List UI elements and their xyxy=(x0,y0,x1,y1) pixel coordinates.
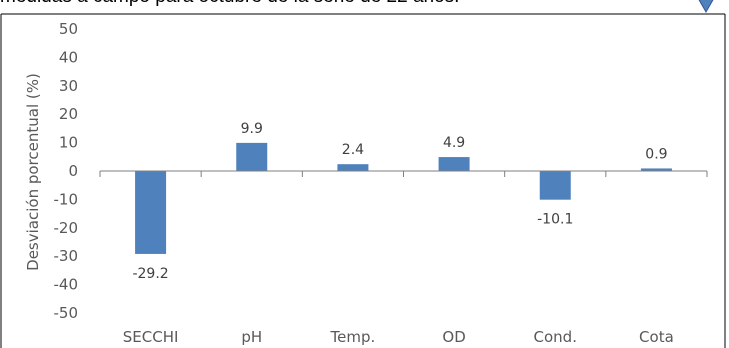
y-axis-title: Desviación porcentual (%) xyxy=(24,73,42,271)
x-axis xyxy=(99,170,708,177)
category-labels: SECCHI pH Temp. OD Cond. Cota xyxy=(123,328,674,346)
data-labels: -29.2 9.9 2.4 4.9 -10.1 0.9 xyxy=(132,121,667,282)
bar-cota xyxy=(640,168,672,171)
y-tick-label: -50 xyxy=(54,304,79,322)
y-tick-label: 40 xyxy=(59,48,78,66)
category-label: Cond. xyxy=(534,328,577,346)
y-tick-label: -10 xyxy=(54,190,79,208)
category-label: Cota xyxy=(639,328,674,346)
y-tick-label: -30 xyxy=(54,247,79,265)
chart-caption: medidas a campo para octubre de la serie… xyxy=(0,0,729,16)
category-label: SECCHI xyxy=(123,328,179,346)
bar-ph xyxy=(236,142,268,171)
data-label: 4.9 xyxy=(443,135,465,151)
blue-triangle-marker-icon xyxy=(698,0,714,14)
data-label: -10.1 xyxy=(537,212,573,228)
y-tick-label: 20 xyxy=(59,105,78,123)
y-tick-label: -40 xyxy=(54,276,79,294)
bar-secchi xyxy=(135,171,167,254)
data-label: 9.9 xyxy=(241,121,263,137)
y-tick-label: 10 xyxy=(59,134,78,152)
y-tick-label: -20 xyxy=(54,219,79,237)
y-tick-label: 50 xyxy=(59,20,78,38)
y-tick-label: 0 xyxy=(68,162,78,180)
data-label: -29.2 xyxy=(132,266,168,282)
category-label: pH xyxy=(241,328,262,346)
bar-od xyxy=(438,157,470,171)
bars xyxy=(135,142,672,254)
category-label: Temp. xyxy=(330,328,376,346)
data-label: 0.9 xyxy=(645,146,667,162)
data-label: 2.4 xyxy=(342,142,364,158)
y-ticks: 50 40 30 20 10 0 -10 -20 -30 -40 -50 xyxy=(54,20,79,322)
bar-temp xyxy=(337,164,369,171)
bar-cond xyxy=(539,171,571,200)
y-tick-label: 30 xyxy=(59,77,78,95)
category-label: OD xyxy=(442,328,465,346)
